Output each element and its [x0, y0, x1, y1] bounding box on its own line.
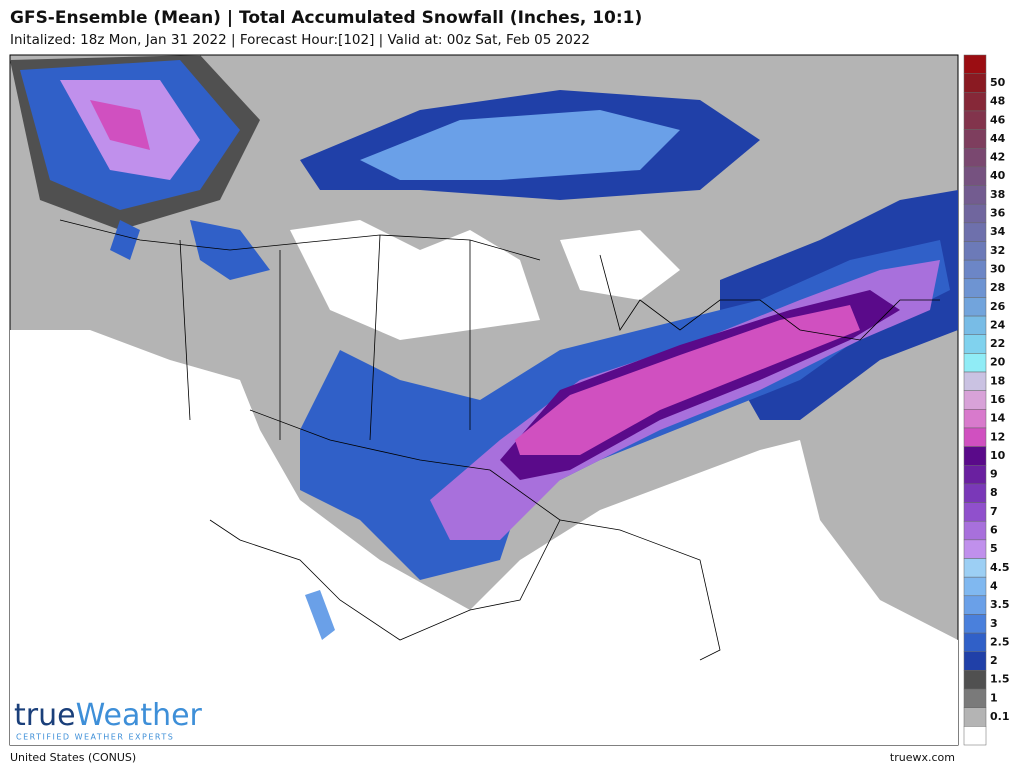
legend-label: 32 [990, 244, 1005, 257]
legend-swatch [963, 353, 987, 373]
legend-swatch [963, 520, 987, 541]
legend-swatch [963, 129, 987, 149]
legend-swatch [963, 166, 987, 186]
subtitle: Initalized: 18z Mon, Jan 31 2022 | Forec… [10, 32, 590, 48]
legend-swatch [963, 409, 987, 429]
legend-label: 6 [990, 524, 998, 537]
legend-swatch [963, 92, 987, 112]
legend-swatch [963, 334, 987, 354]
snow-band [90, 100, 150, 150]
legend-label: 20 [990, 356, 1006, 369]
legend-label: 10 [990, 449, 1006, 462]
logo-part: Weather [76, 698, 203, 733]
footer-site: truewx.com [890, 751, 955, 764]
legend-label: 30 [990, 262, 1006, 275]
legend-label: 48 [990, 95, 1005, 108]
legend-swatch [963, 576, 987, 597]
legend-swatch [963, 688, 987, 708]
legend-label: 44 [990, 132, 1006, 145]
legend-swatch [963, 315, 987, 335]
legend-swatch [963, 558, 987, 578]
legend-label: 28 [990, 281, 1005, 294]
boundaries [59, 219, 940, 661]
legend-label: 4.5 [990, 561, 1010, 574]
footer-region: United States (CONUS) [10, 751, 136, 764]
legend-swatch [963, 483, 987, 503]
legend-swatch [963, 297, 987, 317]
legend-swatch [963, 651, 987, 671]
legend-label: 14 [990, 412, 1006, 425]
legend-label: 50 [990, 76, 1006, 89]
legend-label: 8 [990, 486, 998, 499]
legend-label: 3.5 [990, 598, 1010, 611]
no-snow-area [560, 230, 680, 300]
legend-label: 3 [990, 617, 998, 630]
legend-label: 42 [990, 151, 1005, 164]
legend-label: 2.5 [990, 635, 1010, 648]
legend-swatch [963, 203, 987, 224]
legend-label: 18 [990, 374, 1005, 387]
snow-band [360, 110, 680, 180]
legend-swatch [963, 390, 987, 410]
no-snow-area [290, 220, 540, 340]
snow-band [515, 305, 860, 455]
legend-label: 2 [990, 654, 998, 667]
legend-label: 4 [990, 579, 998, 592]
legend-swatch [963, 595, 987, 615]
snow-band [305, 590, 335, 640]
legend-swatch [963, 222, 987, 242]
legend-label: 0.1 [990, 710, 1010, 723]
legend-label: 1.5 [990, 673, 1010, 686]
logo-tagline: CERTIFIED WEATHER EXPERTS [16, 733, 174, 742]
legend-label: 12 [990, 430, 1005, 443]
legend-swatch [963, 371, 987, 391]
legend-swatch [963, 726, 987, 746]
legend-swatch [963, 73, 987, 93]
legend-label: 1 [990, 691, 998, 704]
snow-band [110, 220, 270, 280]
legend-swatch [963, 427, 987, 447]
legend-swatch [963, 632, 987, 653]
legend-label: 34 [990, 225, 1006, 238]
title: GFS-Ensemble (Mean) | Total Accumulated … [10, 8, 642, 28]
legend-label: 5 [990, 542, 998, 555]
legend-swatch [963, 614, 987, 634]
legend: 5048464442403836343230282624222018161412… [963, 54, 1010, 746]
legend-label: 36 [990, 207, 1006, 220]
legend-swatch [963, 539, 987, 559]
legend-label: 46 [990, 113, 1006, 126]
no-snow-area [10, 330, 958, 745]
legend-swatch [963, 446, 987, 466]
legend-swatch [963, 502, 987, 522]
legend-label: 24 [990, 318, 1006, 331]
legend-label: 9 [990, 468, 998, 481]
legend-swatch [963, 465, 987, 485]
legend-label: 7 [990, 505, 998, 518]
legend-label: 40 [990, 169, 1006, 182]
legend-swatch [963, 110, 987, 130]
legend-swatch [963, 259, 987, 280]
legend-swatch [963, 241, 987, 261]
logo: trueWeather [14, 698, 203, 733]
logo-part: true [14, 698, 76, 733]
legend-swatch [963, 147, 987, 168]
legend-label: 16 [990, 393, 1006, 406]
legend-label: 38 [990, 188, 1005, 201]
legend-label: 22 [990, 337, 1005, 350]
legend-label: 26 [990, 300, 1006, 313]
map [9, 54, 959, 746]
legend-swatch [963, 278, 987, 298]
legend-swatch [963, 670, 987, 690]
legend-swatch [963, 54, 987, 74]
legend-swatch [963, 185, 987, 205]
legend-swatch [963, 707, 987, 727]
